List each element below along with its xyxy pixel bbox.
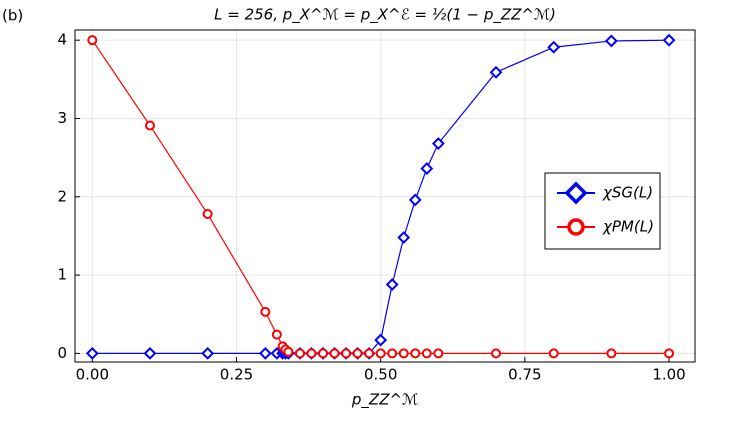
marker	[87, 35, 98, 46]
chart-title: L = 256, p_X^ℳ = p_X^ℰ = ½(1 − p_ZZ^ℳ)	[214, 6, 556, 25]
marker	[664, 348, 675, 359]
y-tick-label: 0	[57, 344, 67, 362]
marker	[364, 348, 375, 359]
legend-label: χPM(L)	[602, 218, 654, 236]
marker	[271, 329, 282, 340]
legend: χSG(L) χPM(L)	[544, 172, 661, 250]
y-tick-label: 2	[57, 187, 67, 205]
marker	[329, 348, 340, 359]
marker	[352, 348, 363, 359]
legend-label: χSG(L)	[602, 184, 653, 202]
plot-frame	[74, 29, 696, 363]
marker	[433, 348, 444, 359]
marker	[375, 348, 386, 359]
marker	[294, 348, 305, 359]
marker	[421, 348, 432, 359]
marker	[258, 346, 272, 360]
marker	[260, 306, 271, 317]
x-tick-label: 0.25	[220, 366, 253, 384]
panel-label: (b)	[2, 7, 23, 25]
marker	[547, 40, 561, 54]
marker	[143, 346, 157, 360]
marker	[144, 120, 155, 131]
y-tick-label: 3	[57, 109, 67, 127]
legend-marker	[567, 218, 585, 236]
marker	[606, 348, 617, 359]
legend-marker	[564, 181, 588, 205]
series	[87, 35, 675, 359]
marker	[341, 348, 352, 359]
marker	[318, 348, 328, 359]
marker	[397, 231, 411, 244]
marker	[201, 346, 215, 360]
marker	[202, 209, 213, 220]
marker	[420, 162, 434, 176]
marker	[489, 65, 503, 79]
x-axis-label: p_ZZ^ℳ	[351, 391, 418, 410]
marker	[85, 346, 99, 360]
marker	[491, 348, 502, 359]
marker	[548, 348, 559, 359]
marker	[374, 333, 388, 347]
y-tick-label: 4	[57, 31, 67, 49]
y-tick-label: 1	[57, 266, 67, 284]
marker	[387, 348, 398, 359]
marker	[410, 348, 421, 359]
marker	[385, 278, 399, 291]
marker	[283, 346, 294, 357]
marker	[662, 33, 676, 47]
x-tick-label: 0.50	[364, 366, 397, 384]
x-tick-label: 1.00	[652, 366, 685, 384]
marker	[604, 34, 618, 48]
marker	[431, 137, 445, 150]
marker	[408, 193, 422, 207]
x-tick-label: 0.00	[76, 366, 109, 384]
legend-box	[544, 172, 661, 250]
marker	[398, 348, 409, 359]
marker	[306, 348, 317, 359]
x-tick-label: 0.75	[508, 366, 541, 384]
